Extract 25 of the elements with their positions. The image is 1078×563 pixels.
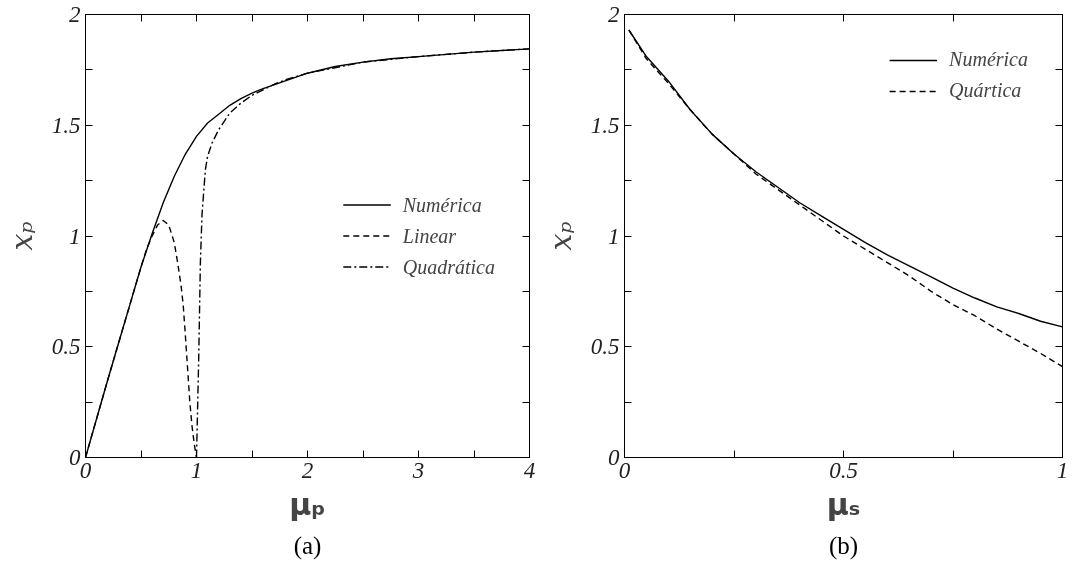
text: (a) — [293, 531, 322, 560]
x-tick-label: 2 — [301, 457, 314, 483]
legend-label: Numérica — [402, 193, 482, 216]
x-tick-label: 1 — [190, 457, 203, 483]
text: (b) — [828, 531, 859, 560]
x-axis-title: μₚ — [289, 486, 326, 522]
x-tick-label: 4 — [523, 457, 536, 483]
x-axis-title: μₛ — [826, 486, 861, 522]
x-tick-label: 3 — [411, 457, 425, 483]
x-tick-label: 1 — [1056, 457, 1069, 483]
y-axis-title: xₚ — [3, 221, 39, 251]
legend-label: Quadrática — [402, 255, 495, 278]
y-tick-label: 0.5 — [51, 334, 81, 360]
y-tick-label: 1 — [69, 223, 81, 249]
y-tick-label: 2 — [69, 2, 81, 27]
legend-label: Numérica — [949, 48, 1028, 71]
y-tick-label: 1 — [608, 223, 620, 249]
y-tick-label: 1.5 — [590, 112, 620, 138]
x-tick-label: 0.5 — [829, 457, 858, 483]
y-tick-label: 1.5 — [51, 112, 81, 138]
legend-label: Linear — [402, 224, 457, 247]
y-axis-title: xₚ — [542, 221, 578, 251]
y-tick-label: 2 — [608, 2, 620, 27]
y-tick-label: 0.5 — [590, 334, 620, 360]
legend-label: Quártica — [949, 79, 1022, 102]
